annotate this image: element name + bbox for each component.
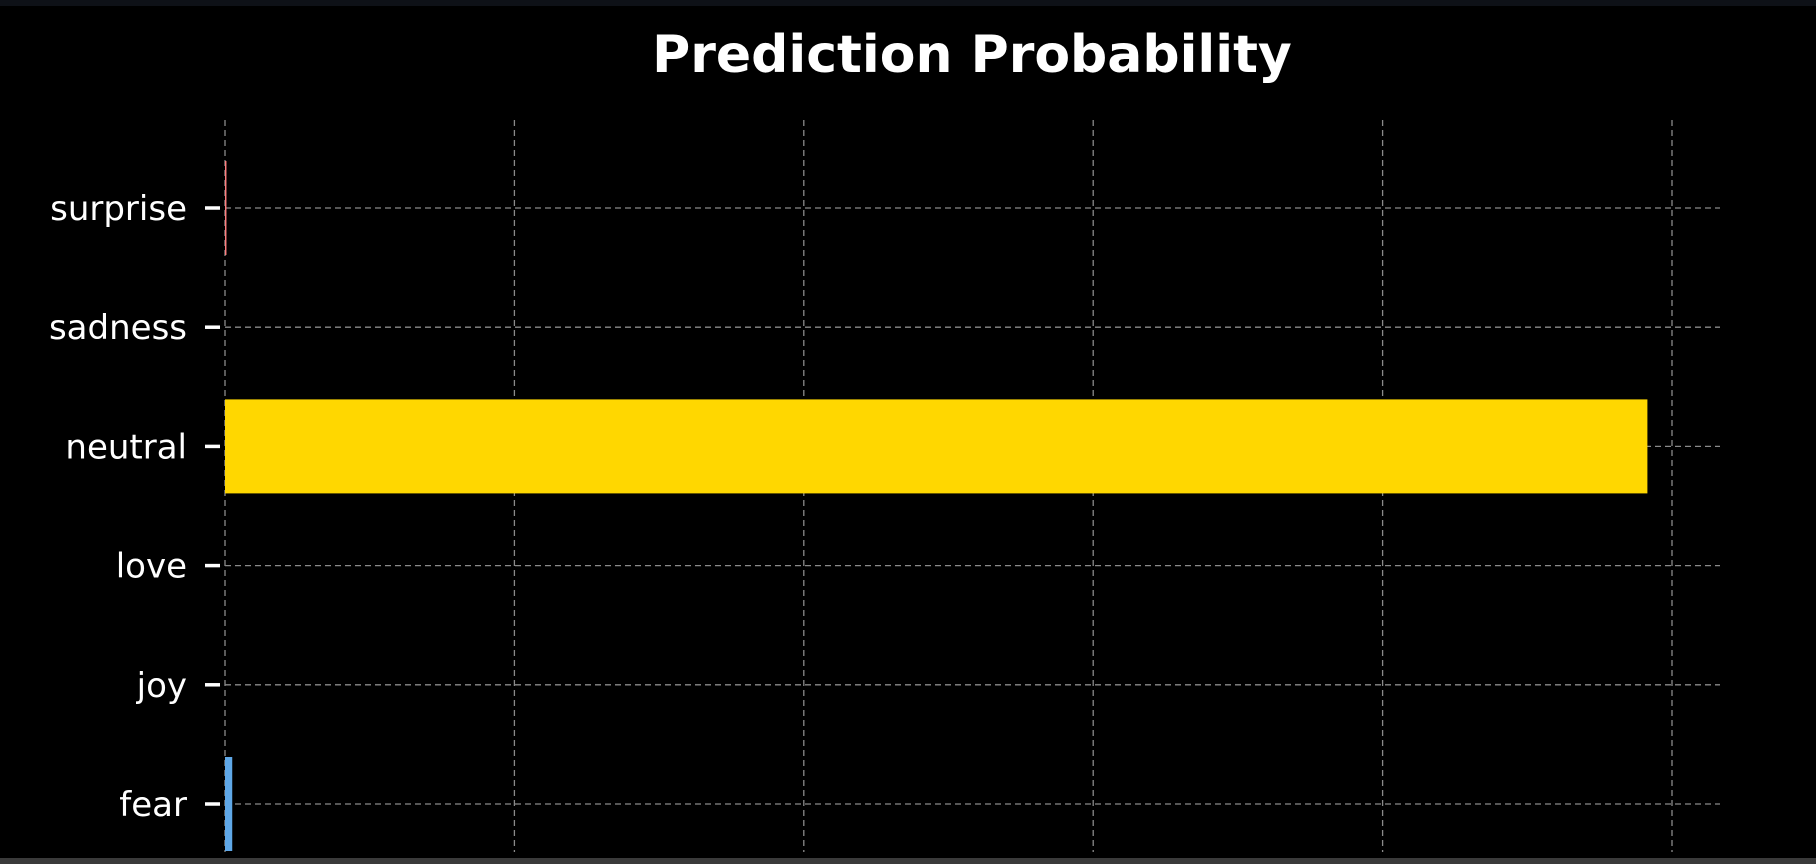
prediction-probability-chart: fear joy love neutral sadness surprise Predic…	[49, 25, 1720, 852]
y-tick-label: joy	[136, 666, 187, 706]
bar-layer	[225, 161, 1648, 851]
bar-neutral	[225, 399, 1648, 494]
bar-fear	[225, 757, 233, 851]
y-tick-label: fear	[119, 785, 187, 825]
y-tick-label: sadness	[49, 308, 187, 348]
y-tick-label: surprise	[50, 189, 187, 229]
y-tick-label: neutral	[65, 427, 187, 467]
chart-title: Prediction Probability	[652, 25, 1292, 85]
bottom-scrollbar-strip	[0, 858, 1816, 864]
y-tick-label: love	[116, 547, 187, 587]
chart-canvas: fear joy love neutral sadness surprise Predic…	[0, 6, 1816, 858]
tick-layer: fear joy love neutral sadness surprise	[49, 189, 220, 825]
bar-surprise	[225, 161, 227, 255]
